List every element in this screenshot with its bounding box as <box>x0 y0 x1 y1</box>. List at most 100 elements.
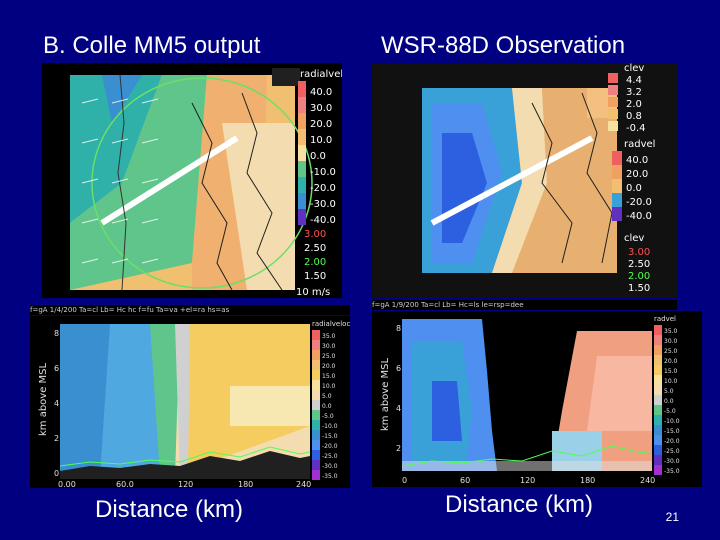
legend-value: -30.0 <box>310 199 336 210</box>
contour-value: 2.50 <box>628 259 650 270</box>
x-tick: 240 <box>296 480 311 488</box>
right-panel-title: WSR-88D Observation <box>381 32 626 59</box>
legend-value: -30.0 <box>664 458 680 465</box>
coastline <box>117 74 127 291</box>
elev-value: 2.0 <box>626 99 642 110</box>
mm5-legend-title: radialvelo <box>300 69 342 80</box>
radar-radvel-legend <box>612 151 622 221</box>
terrain-contour <box>531 102 573 264</box>
elev-value: 0.8 <box>626 111 642 122</box>
radvel-value: 40.0 <box>626 155 648 166</box>
legend-value: -10.0 <box>664 418 680 425</box>
legend-value: -35.0 <box>664 468 680 475</box>
section-legend-title: radialvelocity <box>312 320 350 328</box>
section-legend-title: radvel <box>654 315 676 323</box>
legend-value: -15.0 <box>664 428 680 435</box>
terrain-line <box>59 446 311 467</box>
radar-velocity-field <box>422 88 617 273</box>
radar-section-field <box>402 319 652 474</box>
x-tick: 120 <box>520 476 535 485</box>
elev-value: 4.4 <box>626 75 642 86</box>
mm5-plan-view: radialvelo 40.0 30.0 20.0 10.0 0.0 -10.0… <box>42 63 342 298</box>
legend-value: 35.0 <box>322 333 336 340</box>
legend-value: -25.0 <box>322 453 338 460</box>
legend-value: 40.0 <box>310 87 332 98</box>
contour-value: 2.00 <box>628 271 650 282</box>
mm5-caption-strip: f=gA 1/4/200 Ta=cl Lb= Hc hc f=fu Ta=va … <box>30 305 350 315</box>
legend-value: 25.0 <box>664 348 678 355</box>
cross-section-line <box>430 135 594 226</box>
legend-value: 20.0 <box>310 119 332 130</box>
legend-value: -20.0 <box>310 183 336 194</box>
y-tick: 8 <box>54 329 59 338</box>
radar-elevation-legend <box>608 73 618 131</box>
radvel-value: -20.0 <box>626 197 652 208</box>
legend-value: 0.0 <box>322 403 332 410</box>
legend-value: -35.0 <box>322 473 338 480</box>
mm5-velocity-legend <box>298 81 306 225</box>
radar-section-legend <box>654 325 662 475</box>
terrain-line <box>401 445 653 467</box>
elev-value: 3.2 <box>626 87 642 98</box>
x-tick: 120 <box>178 480 193 488</box>
left-x-axis-caption: Distance (km) <box>95 496 244 523</box>
x-tick: 60.0 <box>116 480 134 488</box>
radvel-value: 20.0 <box>626 169 648 180</box>
radar-cross-section: radvel 35.0 30.0 25.0 20.0 15.0 10.0 5.0… <box>372 311 702 487</box>
contour-value: 2.50 <box>304 243 326 254</box>
legend-value: 10.0 <box>664 378 678 385</box>
legend-value: 10.0 <box>310 135 332 146</box>
legend-value: 30.0 <box>664 338 678 345</box>
x-tick: 180 <box>238 480 253 488</box>
y-tick: 2 <box>396 444 401 453</box>
wind-scale-label: 10 m/s <box>296 287 330 298</box>
wind-vectors <box>81 98 159 264</box>
legend-value: -25.0 <box>664 448 680 455</box>
y-tick: 6 <box>396 364 401 373</box>
legend-value: -5.0 <box>322 413 334 420</box>
terrain-contour <box>191 102 233 291</box>
legend-value: 10.0 <box>322 383 336 390</box>
legend-value: 15.0 <box>322 373 336 380</box>
y-tick: 6 <box>54 364 59 373</box>
elev-value: -0.4 <box>626 123 646 134</box>
y-axis-label: km above MSL <box>380 357 391 431</box>
legend-value: -10.0 <box>310 167 336 178</box>
radvel-value: -40.0 <box>626 211 652 222</box>
legend-value: 0.0 <box>664 398 674 405</box>
y-tick: 4 <box>54 399 59 408</box>
legend-value: 20.0 <box>664 358 678 365</box>
mm5-section-legend <box>312 330 320 480</box>
radvel-title: radvel <box>624 139 655 150</box>
legend-value: 25.0 <box>322 353 336 360</box>
x-tick: 0 <box>402 476 407 485</box>
legend-value: -30.0 <box>322 463 338 470</box>
radar-caption-strip: f=gA 1/9/200 Ta=cl Lb= Hc=ls le=rsp=dee <box>372 300 677 310</box>
legend-value: -40.0 <box>310 215 336 226</box>
legend-value: 20.0 <box>322 363 336 370</box>
terrain-contour <box>241 92 283 291</box>
legend-value: -20.0 <box>322 443 338 450</box>
radvel-value: 0.0 <box>626 183 642 194</box>
terrain-contour <box>581 92 613 264</box>
legend-value: -5.0 <box>664 408 676 415</box>
y-tick: 0 <box>54 469 59 478</box>
slide-number: 21 <box>665 510 679 524</box>
legend-value: -15.0 <box>322 433 338 440</box>
legend-value: 5.0 <box>664 388 674 395</box>
legend-value: 30.0 <box>322 343 336 350</box>
contour-value: 3.00 <box>304 229 326 240</box>
mm5-velocity-field <box>70 68 300 290</box>
legend-value: -20.0 <box>664 438 680 445</box>
contour-label: clev <box>624 233 644 244</box>
legend-value: 35.0 <box>664 328 678 335</box>
legend-value: -10.0 <box>322 423 338 430</box>
x-tick: 180 <box>580 476 595 485</box>
left-panel-title: B. Colle MM5 output <box>43 32 261 59</box>
cross-section-line <box>100 135 239 226</box>
y-tick: 4 <box>396 404 401 413</box>
radar-plan-view: clev 4.4 3.2 2.0 0.8 -0.4 radvel 40.0 20… <box>372 63 677 298</box>
legend-value: 30.0 <box>310 103 332 114</box>
y-tick: 2 <box>54 434 59 443</box>
mm5-cross-section: radialvelocity 35.0 30.0 25.0 20.0 15.0 … <box>30 316 350 488</box>
